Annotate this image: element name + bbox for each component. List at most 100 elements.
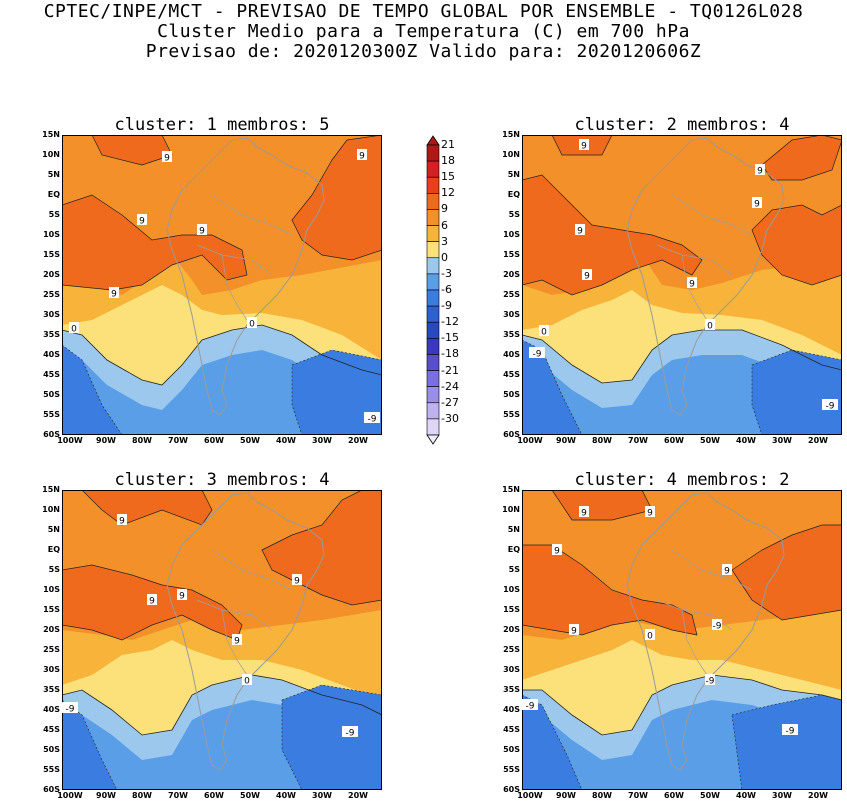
lat-tick-label: 30S bbox=[43, 665, 60, 674]
contour-label: 9 bbox=[552, 544, 562, 557]
lat-tick-label: 10S bbox=[503, 585, 520, 594]
country-border bbox=[671, 549, 753, 591]
lat-tick-label: 25S bbox=[503, 645, 520, 654]
lat-tick-label: EQ bbox=[47, 545, 60, 554]
lat-tick-label: 60S bbox=[503, 785, 520, 794]
map-plot: 9 9 9 9 9 9 0 0 -9 -9 bbox=[522, 135, 842, 435]
lon-tick-label: 20W bbox=[808, 791, 828, 800]
lat-tick-label: 35S bbox=[43, 330, 60, 339]
lon-tick-label: 50W bbox=[240, 791, 260, 800]
lon-tick-label: 80W bbox=[132, 436, 152, 445]
colorbar-label: 0 bbox=[441, 250, 448, 264]
colorbar-segment bbox=[426, 209, 440, 226]
lat-tick-label: 45S bbox=[503, 370, 520, 379]
colorbar-label: 15 bbox=[441, 170, 455, 184]
south-america-outline bbox=[626, 492, 785, 771]
field-above-9 bbox=[731, 524, 842, 621]
svg-text:9: 9 bbox=[689, 280, 695, 290]
lat-tick-label: 50S bbox=[43, 745, 60, 754]
colorbar-segment bbox=[426, 193, 440, 210]
lat-tick-label: 45S bbox=[43, 370, 60, 379]
svg-text:9: 9 bbox=[149, 597, 155, 607]
temperature-map: 9 9 9 9 9 0 -9 -9 bbox=[62, 490, 382, 790]
colorbar-segment bbox=[426, 418, 440, 436]
country-border bbox=[681, 609, 708, 676]
contour-label: -9 bbox=[364, 412, 380, 425]
map-frame bbox=[62, 135, 382, 435]
lat-tick-label: 55S bbox=[43, 765, 60, 774]
colorbar-graphic bbox=[426, 135, 440, 445]
contour-label: -9 bbox=[342, 726, 358, 739]
lat-tick-label: 10N bbox=[502, 505, 520, 514]
svg-text:-9: -9 bbox=[368, 415, 377, 425]
lon-tick-label: 80W bbox=[592, 436, 612, 445]
contour-label: -9 bbox=[529, 347, 545, 360]
country-border bbox=[221, 609, 248, 676]
temperature-map: 9 9 9 9 9 0 0 -9 bbox=[62, 135, 382, 435]
colorbar-label: -15 bbox=[441, 331, 459, 345]
svg-text:-9: -9 bbox=[826, 402, 835, 412]
svg-text:0: 0 bbox=[647, 632, 653, 642]
svg-text:9: 9 bbox=[179, 592, 185, 602]
lat-tick-label: 60S bbox=[43, 430, 60, 439]
south-america-outline bbox=[626, 137, 785, 416]
lon-tick-label: 70W bbox=[168, 791, 188, 800]
svg-text:9: 9 bbox=[757, 167, 763, 177]
lat-tick-label: 10S bbox=[43, 585, 60, 594]
lat-tick-label: 30S bbox=[503, 665, 520, 674]
colorbar-label: 6 bbox=[441, 218, 448, 232]
svg-text:0: 0 bbox=[541, 328, 547, 338]
lon-tick-label: 30W bbox=[772, 791, 792, 800]
contour-label: 9 bbox=[579, 139, 589, 152]
contour-label: 9 bbox=[292, 574, 302, 587]
svg-text:-9: -9 bbox=[713, 622, 722, 632]
lat-tick-label: 5S bbox=[508, 565, 520, 574]
country-border bbox=[211, 549, 293, 591]
colorbar-segment bbox=[426, 321, 440, 339]
colorbar-arrow-bottom bbox=[426, 434, 440, 445]
contour-label: 9 bbox=[232, 634, 242, 647]
colorbar-arrow-top bbox=[426, 135, 440, 146]
field-above-9 bbox=[751, 204, 842, 286]
svg-text:9: 9 bbox=[294, 577, 300, 587]
lat-tick-label: 10S bbox=[503, 230, 520, 239]
contour-zero bbox=[62, 674, 382, 736]
country-border bbox=[196, 599, 273, 631]
colorbar-label: 3 bbox=[441, 234, 448, 248]
svg-text:9: 9 bbox=[554, 547, 560, 557]
colorbar-segment bbox=[426, 305, 440, 323]
lat-tick-label: 15S bbox=[503, 250, 520, 259]
colorbar-segment bbox=[426, 241, 440, 259]
contour-label: 9 bbox=[147, 594, 157, 607]
contour-label: 9 bbox=[582, 269, 592, 282]
colorbar-label: 21 bbox=[441, 138, 455, 151]
field-below-minus9-west bbox=[62, 344, 123, 435]
colorbar-label: -27 bbox=[441, 395, 459, 409]
lon-tick-label: 90W bbox=[556, 791, 576, 800]
field-below-minus9-east bbox=[751, 349, 842, 435]
contour-label: 9 bbox=[579, 506, 589, 519]
svg-text:-9: -9 bbox=[66, 705, 75, 715]
lat-tick-label: 15S bbox=[43, 605, 60, 614]
map-frame bbox=[522, 135, 842, 435]
colorbar-label: 9 bbox=[441, 202, 448, 216]
lat-tick-label: 40S bbox=[503, 350, 520, 359]
contour-label: 9 bbox=[109, 287, 119, 300]
field-above-9 bbox=[522, 174, 703, 296]
svg-text:0: 0 bbox=[71, 325, 77, 335]
lat-tick-label: 45S bbox=[503, 725, 520, 734]
contour-zero bbox=[522, 674, 842, 736]
lat-tick-label: 5S bbox=[48, 210, 60, 219]
lat-tick-label: EQ bbox=[507, 545, 520, 554]
svg-text:9: 9 bbox=[647, 509, 653, 519]
lat-tick-label: 50S bbox=[503, 745, 520, 754]
lat-tick-label: 35S bbox=[43, 685, 60, 694]
colorbar-label: -6 bbox=[441, 283, 452, 296]
colorbar-segment bbox=[426, 257, 440, 275]
field-above-9 bbox=[551, 490, 653, 521]
map-frame bbox=[62, 490, 382, 790]
svg-text:9: 9 bbox=[724, 567, 730, 577]
contour-label: 0 bbox=[645, 629, 655, 642]
colorbar: 21 18 15 12 9 6 3 0 -3 -6 -9 -12 -15 -18 -21 -24 -27 -30 bbox=[425, 135, 475, 445]
svg-text:-9: -9 bbox=[526, 702, 535, 712]
